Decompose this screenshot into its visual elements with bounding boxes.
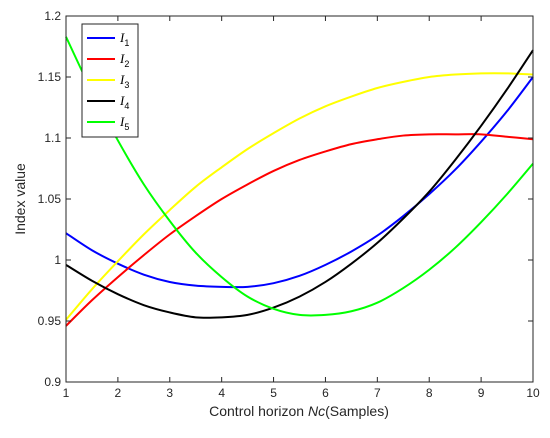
plot-background bbox=[66, 16, 533, 382]
y-axis-label: Index value bbox=[12, 163, 28, 235]
tick-layer: 1 2 3 4 5 6 7 8 9 10 0.9 0.95 1 1.05 1.1 1.15 1.2 bbox=[38, 9, 540, 400]
x-axis-label-prefix: Control horizon bbox=[209, 403, 308, 419]
y-tick-label: 0.9 bbox=[44, 375, 61, 389]
x-tick-label: 7 bbox=[374, 386, 381, 400]
x-axis-label: Control horizon Nc(Samples) bbox=[209, 403, 389, 419]
legend-label-1: I1 bbox=[119, 30, 129, 48]
series-line-2 bbox=[65, 133, 534, 327]
x-tick-label: 10 bbox=[526, 386, 540, 400]
series-layer bbox=[65, 36, 534, 327]
y-tick-label: 1 bbox=[54, 253, 61, 267]
series-line-5 bbox=[65, 36, 534, 317]
series-line-4 bbox=[65, 49, 534, 319]
y-tick-label: 1.05 bbox=[38, 192, 62, 206]
x-tick-label: 1 bbox=[63, 386, 70, 400]
legend: I1 I2 I3 I4 I5 bbox=[81, 23, 139, 138]
x-tick-label: 5 bbox=[270, 386, 277, 400]
x-tick-label: 6 bbox=[322, 386, 329, 400]
series-line-1 bbox=[65, 76, 534, 289]
x-tick-label: 2 bbox=[115, 386, 122, 400]
y-tick-label: 1.2 bbox=[44, 9, 61, 23]
series-line-3 bbox=[65, 72, 534, 321]
x-tick-label: 4 bbox=[218, 386, 225, 400]
x-tick-label: 3 bbox=[166, 386, 173, 400]
x-tick-label: 9 bbox=[478, 386, 485, 400]
legend-label-3: I3 bbox=[119, 72, 129, 90]
x-axis-label-unit: (Samples) bbox=[325, 403, 389, 419]
legend-label-2: I2 bbox=[119, 51, 129, 69]
x-tick-label: 8 bbox=[426, 386, 433, 400]
y-tick-label: 0.95 bbox=[38, 314, 62, 328]
y-tick-label: 1.1 bbox=[44, 131, 61, 145]
x-axis-label-variable: Nc bbox=[308, 403, 325, 419]
legend-label-4: I4 bbox=[119, 93, 129, 111]
y-tick-label: 1.15 bbox=[38, 70, 62, 84]
legend-label-5: I5 bbox=[119, 114, 129, 132]
